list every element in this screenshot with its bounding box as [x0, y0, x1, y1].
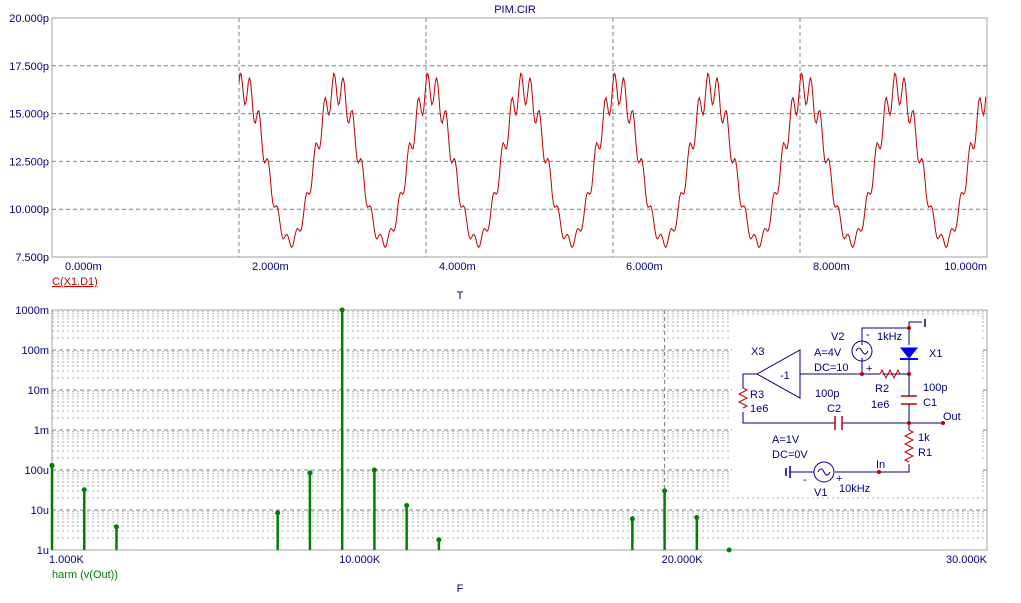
circuit-schematic: X3 -1 R3 1e6 V2 A=4V DC=10 - + 1kHz X1 R… [732, 316, 982, 499]
harmonic-bar-marker [371, 467, 377, 473]
v2-plus: + [866, 363, 872, 375]
schematic-wires [742, 321, 943, 473]
bottom-y-tick-label: 100u [25, 465, 49, 477]
v1-plus: + [836, 473, 842, 485]
bottom-x-tick-label: 20.000K [662, 554, 704, 566]
r3-label: R3 [750, 389, 764, 401]
junction-dots [860, 326, 945, 474]
top-plot-trace-label: C(X1.D1) [52, 276, 98, 288]
harmonic-bar-marker [49, 462, 55, 468]
top-plot-frame [51, 17, 988, 258]
v2-amplitude: A=4V [814, 347, 842, 359]
v2-label: V2 [831, 331, 844, 343]
bottom-y-tick-label: 10m [28, 385, 49, 397]
top-x-tick-label: 0.000m [65, 261, 102, 273]
bottom-x-tick-label: 30.000K [946, 554, 988, 566]
top-plot-title: PIM.CIR [494, 4, 536, 16]
c2-label: C2 [827, 403, 841, 415]
harmonic-bar-marker [726, 547, 732, 553]
r1-value: 1k [918, 432, 930, 444]
bottom-plot-trace-label: harm (v(Out)) [52, 569, 118, 581]
v1-label: V1 [814, 487, 827, 499]
top-plot-gridlines [52, 18, 987, 257]
v1-dc: DC=0V [772, 449, 808, 461]
top-x-tick-label: 8.000m [813, 261, 850, 273]
harmonic-bar-marker [629, 516, 635, 522]
bottom-y-tick-label: 10u [31, 505, 49, 517]
r1-label: R1 [918, 447, 932, 459]
v2-dc: DC=10 [814, 362, 849, 374]
x3-gain: -1 [780, 370, 790, 382]
v1-frequency: 10kHz [839, 483, 870, 495]
x3-label: X3 [751, 346, 764, 358]
harmonic-bar-marker [694, 514, 700, 520]
v2-minus: - [866, 329, 870, 341]
c1-label: C1 [923, 397, 937, 409]
bottom-plot-x-tick-labels: 1.000K 10.000K 20.000K 30.000K [49, 554, 988, 566]
resistor-r1-symbol [903, 429, 915, 463]
resistor-r3-symbol [737, 387, 749, 409]
bottom-y-tick-label: 1000m [15, 305, 49, 317]
x1-label: X1 [929, 348, 942, 360]
ground-symbols [785, 319, 926, 478]
node-in-label: In [876, 459, 885, 471]
harmonic-bar-marker [436, 537, 442, 543]
bottom-plot-y-tick-labels: 1u 10u 100u 1m 10m 100m 1000m [15, 305, 49, 557]
source-v2-symbol [851, 340, 873, 362]
c2-value: 100p [815, 388, 839, 400]
top-x-tick-label: 10.000m [944, 261, 987, 273]
top-plot-x-tick-labels: 0.000m 2.000m 4.000m 6.000m 8.000m 10.000m [65, 261, 987, 273]
harmonic-bar-marker [307, 470, 313, 476]
v1-amplitude: A=1V [772, 434, 800, 446]
harmonic-bar-marker [339, 307, 345, 313]
top-x-tick-label: 2.000m [252, 261, 289, 273]
harmonic-bar-marker [81, 487, 87, 493]
source-v1-symbol [813, 461, 835, 483]
bottom-x-tick-label: 10.000K [339, 554, 381, 566]
harmonic-bar-marker [275, 510, 281, 516]
bottom-plot-harmonic-bars [49, 307, 732, 553]
v1-sine-icon [817, 468, 831, 476]
top-y-tick-label: 7.500p [15, 252, 49, 264]
top-plot-x-axis-title: T [457, 290, 464, 302]
v2-frequency: 1kHz [877, 331, 902, 343]
top-y-tick-label: 17.500p [9, 61, 49, 73]
harmonic-bar-marker [113, 524, 119, 530]
r2-label: R2 [875, 383, 889, 395]
top-x-tick-label: 6.000m [626, 261, 663, 273]
harmonic-bar-marker [404, 502, 410, 508]
v1-minus: - [803, 474, 807, 486]
top-y-tick-label: 20.000p [9, 13, 49, 25]
bottom-y-tick-label: 100m [21, 345, 49, 357]
top-plot-series-line [238, 72, 987, 249]
top-plot-y-tick-labels: 7.500p 10.000p 12.500p 15.000p 17.500p 20.000… [9, 13, 49, 264]
bottom-x-tick-label: 1.000K [49, 554, 85, 566]
r2-value: 1e6 [871, 399, 889, 411]
bottom-y-tick-label: 1m [34, 425, 49, 437]
diode-x1-symbol [899, 347, 919, 359]
c1-value: 100p [923, 382, 947, 394]
top-y-tick-label: 12.500p [9, 156, 49, 168]
bottom-plot-frame [51, 309, 988, 551]
schematic-background [732, 316, 982, 496]
r3-value: 1e6 [750, 403, 768, 415]
top-x-tick-label: 4.000m [439, 261, 476, 273]
top-y-tick-label: 15.000p [9, 109, 49, 121]
bottom-plot-x-axis-title: F [457, 583, 464, 595]
node-out-label: Out [943, 411, 961, 423]
v2-sine-icon [855, 347, 869, 355]
bottom-y-tick-label: 1u [37, 545, 49, 557]
top-y-tick-label: 10.000p [9, 204, 49, 216]
resistor-r2-symbol [879, 368, 901, 380]
harmonic-bar-marker [662, 488, 668, 494]
